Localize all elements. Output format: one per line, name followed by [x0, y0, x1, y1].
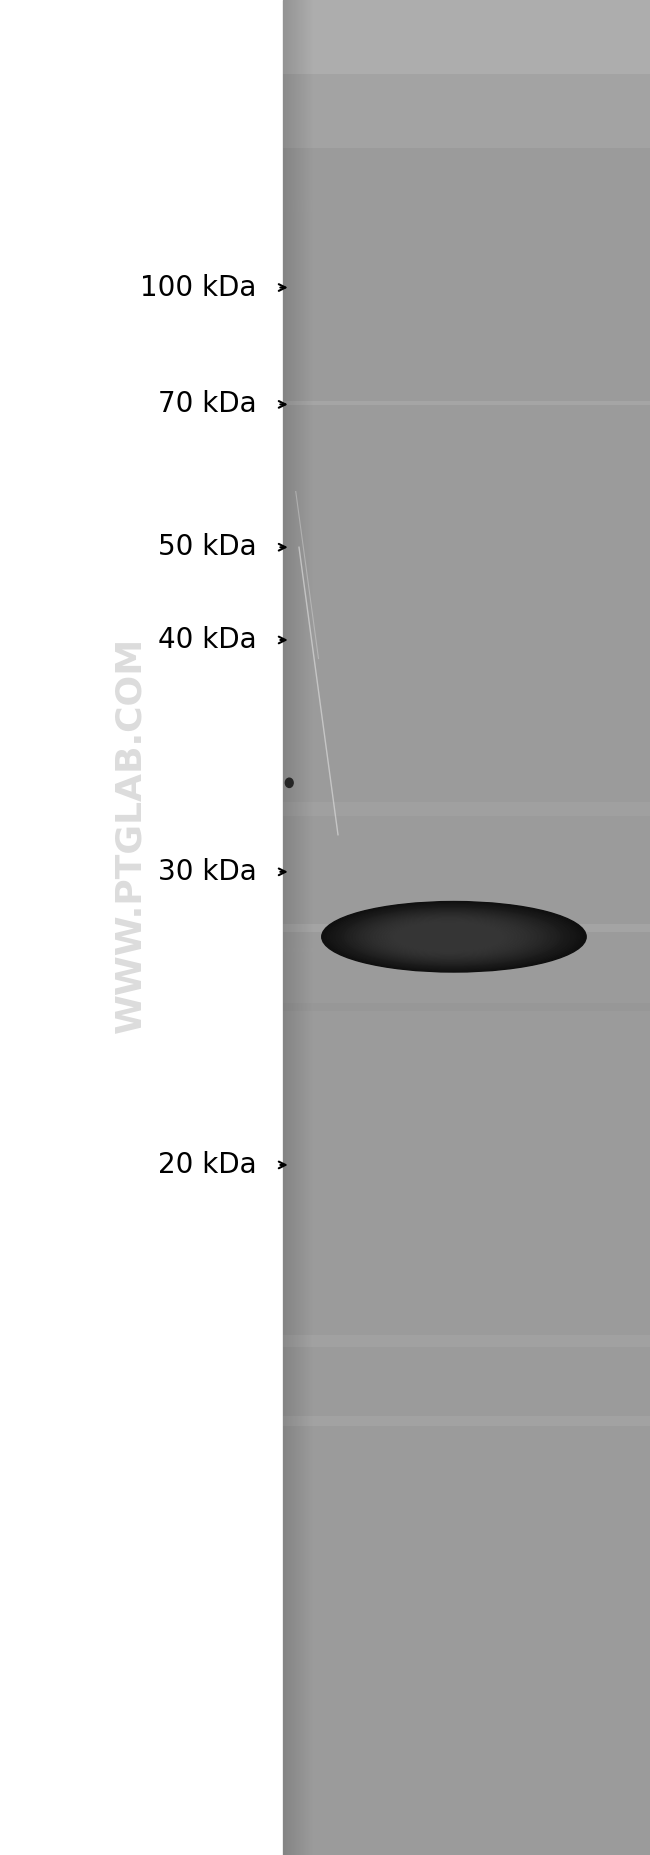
- Ellipse shape: [339, 907, 566, 966]
- Ellipse shape: [333, 905, 573, 968]
- Text: 70 kDa: 70 kDa: [158, 390, 257, 419]
- Ellipse shape: [350, 909, 553, 965]
- Ellipse shape: [336, 905, 569, 968]
- Text: 30 kDa: 30 kDa: [158, 857, 257, 887]
- Bar: [283, 0, 650, 1855]
- Ellipse shape: [382, 918, 517, 955]
- Ellipse shape: [354, 911, 550, 963]
- Ellipse shape: [391, 922, 507, 952]
- Ellipse shape: [393, 922, 504, 952]
- Text: 50 kDa: 50 kDa: [158, 532, 257, 562]
- Ellipse shape: [373, 916, 526, 957]
- Text: 40 kDa: 40 kDa: [158, 625, 257, 655]
- Ellipse shape: [396, 924, 500, 950]
- Text: 20 kDa: 20 kDa: [158, 1150, 257, 1180]
- Ellipse shape: [330, 903, 577, 970]
- Ellipse shape: [285, 777, 293, 788]
- Ellipse shape: [362, 913, 540, 961]
- Ellipse shape: [356, 911, 547, 963]
- Ellipse shape: [376, 916, 523, 957]
- Ellipse shape: [342, 907, 563, 966]
- Ellipse shape: [385, 920, 514, 953]
- Ellipse shape: [370, 916, 530, 957]
- Ellipse shape: [387, 920, 510, 953]
- Ellipse shape: [328, 903, 580, 970]
- Text: WWW.PTGLAB.COM: WWW.PTGLAB.COM: [113, 636, 147, 1033]
- Ellipse shape: [379, 918, 520, 955]
- Ellipse shape: [359, 913, 543, 961]
- Ellipse shape: [344, 909, 560, 965]
- Ellipse shape: [322, 902, 586, 972]
- Ellipse shape: [368, 915, 534, 959]
- Ellipse shape: [365, 915, 537, 959]
- Text: 100 kDa: 100 kDa: [140, 273, 257, 302]
- Ellipse shape: [324, 902, 583, 972]
- Ellipse shape: [348, 909, 556, 965]
